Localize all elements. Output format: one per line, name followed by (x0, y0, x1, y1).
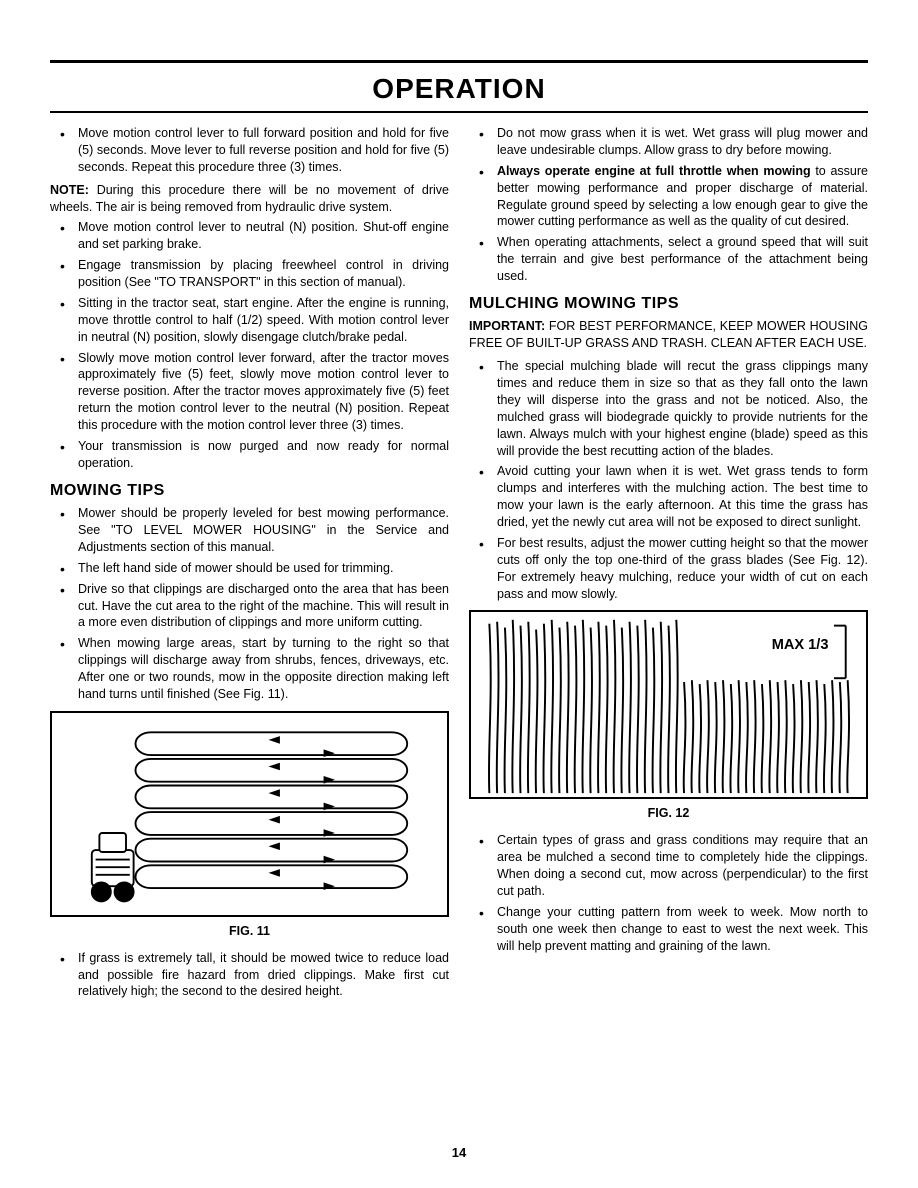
max-label: MAX 1/3 (772, 637, 829, 653)
bullet-item: Avoid cutting your lawn when it is wet. … (469, 463, 868, 531)
figure-12-caption: FIG. 12 (469, 805, 868, 822)
important-label: IMPORTANT: (469, 319, 545, 333)
note-text: During this procedure there will be no m… (50, 183, 449, 214)
bullet-item: The left hand side of mower should be us… (50, 560, 449, 577)
bullet-item: For best results, adjust the mower cutti… (469, 535, 868, 603)
mowing-tips-heading: MOWING TIPS (50, 480, 449, 502)
left-bullets-a: Move motion control lever to full forwar… (50, 125, 449, 176)
left-bullets-after-fig: If grass is extremely tall, it should be… (50, 950, 449, 1001)
mulching-bullets: The special mulching blade will recut th… (469, 358, 868, 602)
page-title: OPERATION (50, 73, 868, 105)
bullet-item: Change your cutting pattern from week to… (469, 904, 868, 955)
note-label: NOTE: (50, 183, 89, 197)
left-column: Move motion control lever to full forwar… (50, 125, 449, 1006)
note-block: NOTE: During this procedure there will b… (50, 182, 449, 216)
bullet-item: When operating attachments, select a gro… (469, 234, 868, 285)
left-bullets-b: Move motion control lever to neutral (N)… (50, 219, 449, 471)
bullet-item: Your transmission is now purged and now … (50, 438, 449, 472)
bullet-item: Mower should be properly leveled for bes… (50, 505, 449, 556)
bullet-item: Certain types of grass and grass conditi… (469, 832, 868, 900)
mulching-tips-heading: MULCHING MOWING TIPS (469, 293, 868, 315)
figure-12: MAX 1/3 (469, 610, 868, 799)
bullet-item: The special mulching blade will recut th… (469, 358, 868, 459)
right-bullets-after-fig: Certain types of grass and grass conditi… (469, 832, 868, 954)
bullet-item: Move motion control lever to full forwar… (50, 125, 449, 176)
tractor-icon (92, 833, 134, 901)
bullet-item-bold: Always operate engine at full throttle w… (469, 163, 868, 231)
bullet-item: Sitting in the tractor seat, start engin… (50, 295, 449, 346)
bullet-item: Engage transmission by placing freewheel… (50, 257, 449, 291)
bullet-item: Slowly move motion control lever forward… (50, 350, 449, 434)
bullet-item: Do not mow grass when it is wet. Wet gra… (469, 125, 868, 159)
figure-11 (50, 711, 449, 917)
bullet-item: Move motion control lever to neutral (N)… (50, 219, 449, 253)
right-bullets-top: Do not mow grass when it is wet. Wet gra… (469, 125, 868, 285)
bullet-item: If grass is extremely tall, it should be… (50, 950, 449, 1001)
page-number: 14 (0, 1145, 918, 1160)
bullet-item: When mowing large areas, start by turnin… (50, 635, 449, 703)
bullet-item: Drive so that clippings are discharged o… (50, 581, 449, 632)
figure-11-caption: FIG. 11 (50, 923, 449, 940)
right-column: Do not mow grass when it is wet. Wet gra… (469, 125, 868, 1006)
bold-lead: Always operate engine at full throttle w… (497, 164, 811, 178)
grass-height-diagram: MAX 1/3 (471, 612, 866, 797)
mowing-tips-bullets: Mower should be properly leveled for bes… (50, 505, 449, 703)
mowing-pattern-diagram (58, 719, 441, 909)
important-block: IMPORTANT: FOR BEST PERFORMANCE, KEEP MO… (469, 318, 868, 352)
